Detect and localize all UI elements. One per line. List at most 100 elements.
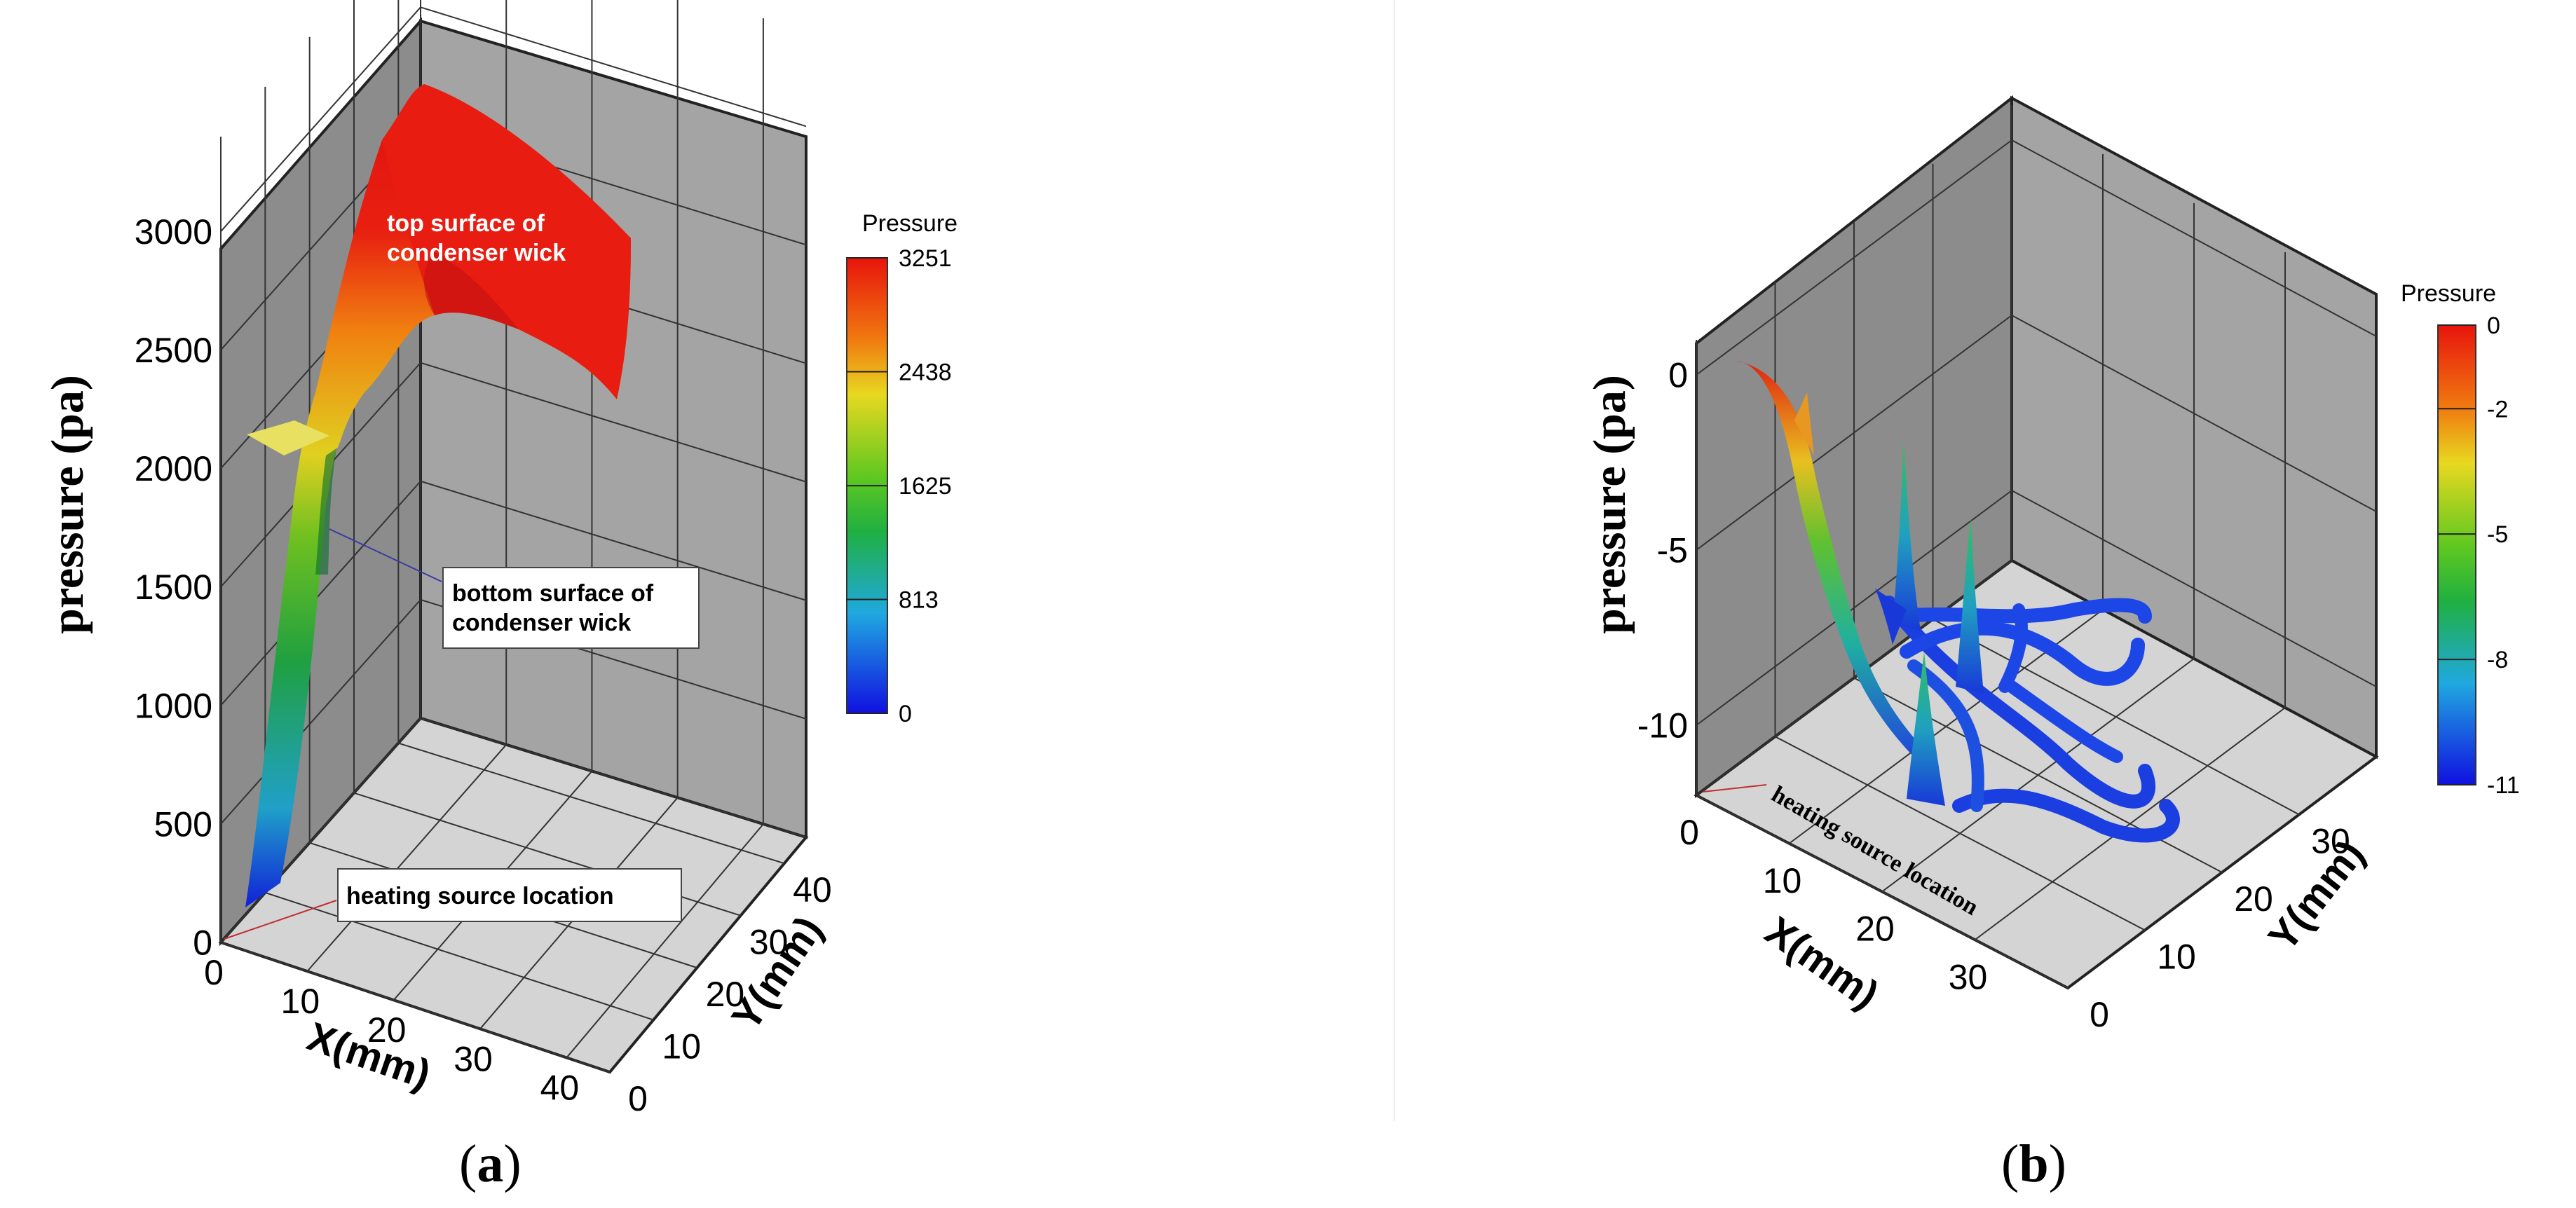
wall-grid-line: [2011, 139, 2377, 337]
floor-grid-line: [1775, 736, 2146, 931]
colorbar-tick-label: 0: [2487, 313, 2500, 339]
caption-a: (a): [459, 1134, 522, 1193]
y-tick-label: 20: [2234, 879, 2273, 919]
wall-grid-line: [220, 718, 421, 943]
z-tick-label: 2500: [135, 331, 212, 370]
annotation-bottom-surface-1: bottom surface of: [452, 580, 654, 607]
annotation-bottom-surface-box: [442, 567, 700, 649]
heating-source-leader: [1703, 784, 1767, 792]
x-tick-label: 30: [454, 1039, 493, 1078]
colorbar-tick-label: -2: [2487, 396, 2508, 423]
z-tick-label: -5: [1657, 531, 1688, 570]
tube: [1952, 788, 2180, 843]
wall-grid-line: [220, 6, 421, 232]
y-tick-label: 20: [706, 975, 745, 1014]
y-tick-label: 30: [749, 923, 789, 962]
y-tick-label: 40: [793, 870, 832, 910]
main-tube: [1737, 361, 1935, 764]
floor-grid-line: [566, 823, 764, 1059]
spike: [1875, 589, 1907, 645]
colorbar-tick-label: -5: [2487, 521, 2508, 548]
z-tick-label: 2000: [135, 449, 212, 488]
y-tick-label: 0: [2090, 995, 2109, 1034]
tube: [1998, 603, 2028, 693]
bottom-surface-leader: [329, 528, 442, 582]
surface-fold: [424, 252, 519, 329]
colorbar-ticks: 0 -2 -5 -8 -11: [2438, 313, 2520, 799]
floor-grid-line: [1696, 795, 2069, 989]
tube: [1882, 596, 2155, 809]
wall-grid-line: [2011, 315, 2377, 512]
floor-grid-line: [1933, 618, 2300, 816]
tick-labels: 0 10 20 30 0 10 20 30 0 -5 -10: [1637, 356, 2350, 1035]
grid-lines: [1696, 105, 2377, 989]
colorbar-ticks: 3251 2438 1625 813 0: [847, 245, 952, 727]
y-tick-label: 10: [2157, 938, 2196, 977]
panel-a: top surface of condenser wick bottom sur…: [42, 0, 958, 1118]
x-tick-label: 30: [1949, 957, 1988, 996]
surface-ledge: [247, 420, 329, 455]
colorbar-tick-label: 3251: [899, 245, 952, 272]
colorbar: [2437, 324, 2476, 785]
wall-grid-line: [1696, 490, 2012, 726]
annotation-top-surface-2: condenser wick: [387, 240, 566, 266]
z-tick-label: -10: [1637, 706, 1688, 746]
floor-grid-line: [220, 942, 611, 1073]
tube: [1886, 598, 2152, 624]
colorbar-title: Pressure: [862, 210, 958, 237]
surface-shadow: [315, 448, 336, 575]
tube-tip: [1794, 392, 1814, 455]
floor-grid-line: [265, 891, 654, 1021]
z-tick-label: 0: [193, 924, 212, 963]
tube: [2005, 680, 2123, 763]
z-axis-label: pressure (pa): [42, 375, 93, 634]
floor-grid-line: [398, 742, 785, 865]
wall-grid-line: [1696, 139, 2012, 376]
spike: [1893, 441, 1921, 631]
wall-grid-line: [220, 599, 421, 825]
x-tick-label: 0: [204, 953, 224, 992]
x-tick-label: 0: [1679, 813, 1699, 852]
caption-b: (b): [2001, 1134, 2066, 1193]
wall-grid-line: [420, 362, 807, 483]
panel-divider: [1393, 0, 1395, 1121]
colorbar-tick-label: 1625: [899, 473, 952, 500]
wall-grid-line: [2011, 490, 2377, 687]
top-surface-sheet: [382, 84, 631, 399]
y-tick-label: 30: [2311, 822, 2350, 861]
z-tick-label: 500: [154, 804, 212, 844]
x-tick-label: 10: [1763, 861, 1802, 900]
colorbar-tick-label: 813: [899, 586, 939, 613]
floor-grid-line: [306, 744, 507, 972]
wall-grid-line: [420, 6, 807, 128]
x-tick-label: 20: [1855, 910, 1895, 949]
wall-grid-line: [420, 718, 807, 838]
z-tick-label: 1500: [135, 568, 212, 607]
annotation-bottom-surface-2: condenser wick: [452, 610, 631, 636]
colorbar-tick-label: -8: [2487, 647, 2508, 673]
y-tick-label: 10: [662, 1027, 701, 1066]
colorbar-tick-label: 0: [899, 701, 912, 727]
wall-grid-line: [420, 480, 807, 601]
z-tick-label: 3000: [135, 212, 212, 252]
x-tick-label: 40: [540, 1068, 580, 1107]
x-tick-label: 20: [367, 1010, 407, 1050]
colorbar-title: Pressure: [2401, 280, 2496, 307]
z-axis-label: pressure (pa): [1584, 375, 1635, 634]
y-tick-label: 0: [628, 1079, 648, 1118]
z-tick-label: 1000: [135, 686, 212, 725]
colorbar-tick-label: 2438: [899, 359, 952, 386]
spike: [1956, 519, 1984, 694]
annotation-top-surface-1: top surface of: [387, 210, 545, 237]
annotation-heating-box: [337, 868, 682, 922]
heating-source-leader: [224, 900, 337, 940]
z-tick-label: 0: [1668, 356, 1688, 395]
colorbar-tick-label: -11: [2487, 772, 2520, 799]
spike: [1907, 652, 1945, 806]
panel-b: heating source location pressure (pa) X(…: [1584, 95, 2520, 1035]
tube: [1907, 659, 1984, 812]
wall-grid-line: [220, 481, 421, 706]
annotation-heating-text: heating source location: [346, 883, 614, 910]
